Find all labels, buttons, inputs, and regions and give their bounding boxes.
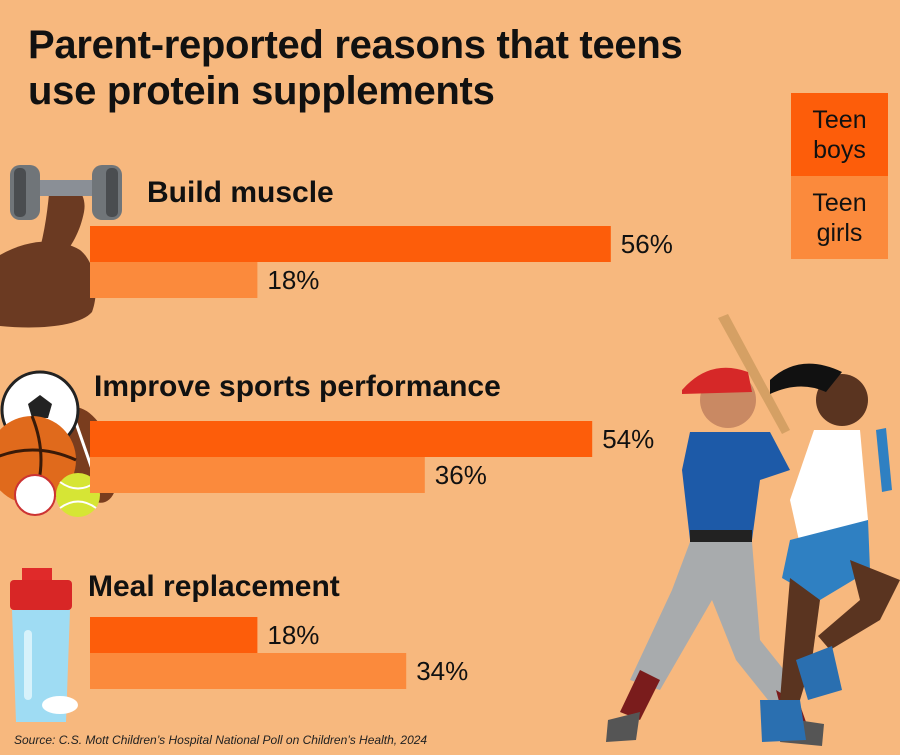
- legend-label-boys-line1: Teen: [812, 105, 867, 134]
- bar-improve-sports-performance-teen-girls: [90, 457, 425, 493]
- value-label-build-muscle-teen-boys: 56%: [621, 229, 673, 259]
- value-label-improve-sports-performance-teen-girls: 36%: [435, 460, 487, 490]
- legend: Teen boys Teen girls: [791, 93, 888, 259]
- legend-label-girls-line1: Teen: [812, 188, 867, 217]
- bar-meal-replacement-teen-girls: [90, 653, 407, 689]
- value-label-meal-replacement-teen-girls: 34%: [416, 656, 468, 686]
- category-label-improve-sports-performance: Improve sports performance: [94, 370, 501, 403]
- source-note: Source: C.S. Mott Children’s Hospital Na…: [14, 733, 428, 747]
- value-label-build-muscle-teen-girls: 18%: [267, 265, 319, 295]
- chart-title: Parent-reported reasons that teens use p…: [28, 23, 683, 113]
- value-label-meal-replacement-teen-boys: 18%: [267, 620, 319, 650]
- category-label-meal-replacement: Meal replacement: [88, 570, 340, 603]
- shaker-bottle-icon: [10, 568, 78, 722]
- legend-label-boys-line2: boys: [813, 135, 866, 164]
- value-label-improve-sports-performance-teen-boys: 54%: [602, 424, 654, 454]
- bar-improve-sports-performance-teen-boys: [90, 421, 593, 457]
- bar-build-muscle-teen-girls: [90, 262, 258, 298]
- bar-meal-replacement-teen-boys: [90, 617, 258, 653]
- category-label-build-muscle: Build muscle: [147, 176, 334, 209]
- athletes-illustration: [606, 314, 900, 746]
- bar-build-muscle-teen-boys: [90, 226, 611, 262]
- legend-label-girls-line2: girls: [816, 218, 863, 247]
- dumbbell-arm-icon: [0, 165, 122, 328]
- legend-item-teen-boys: Teen boys: [791, 93, 888, 176]
- legend-item-teen-girls: Teen girls: [791, 176, 888, 259]
